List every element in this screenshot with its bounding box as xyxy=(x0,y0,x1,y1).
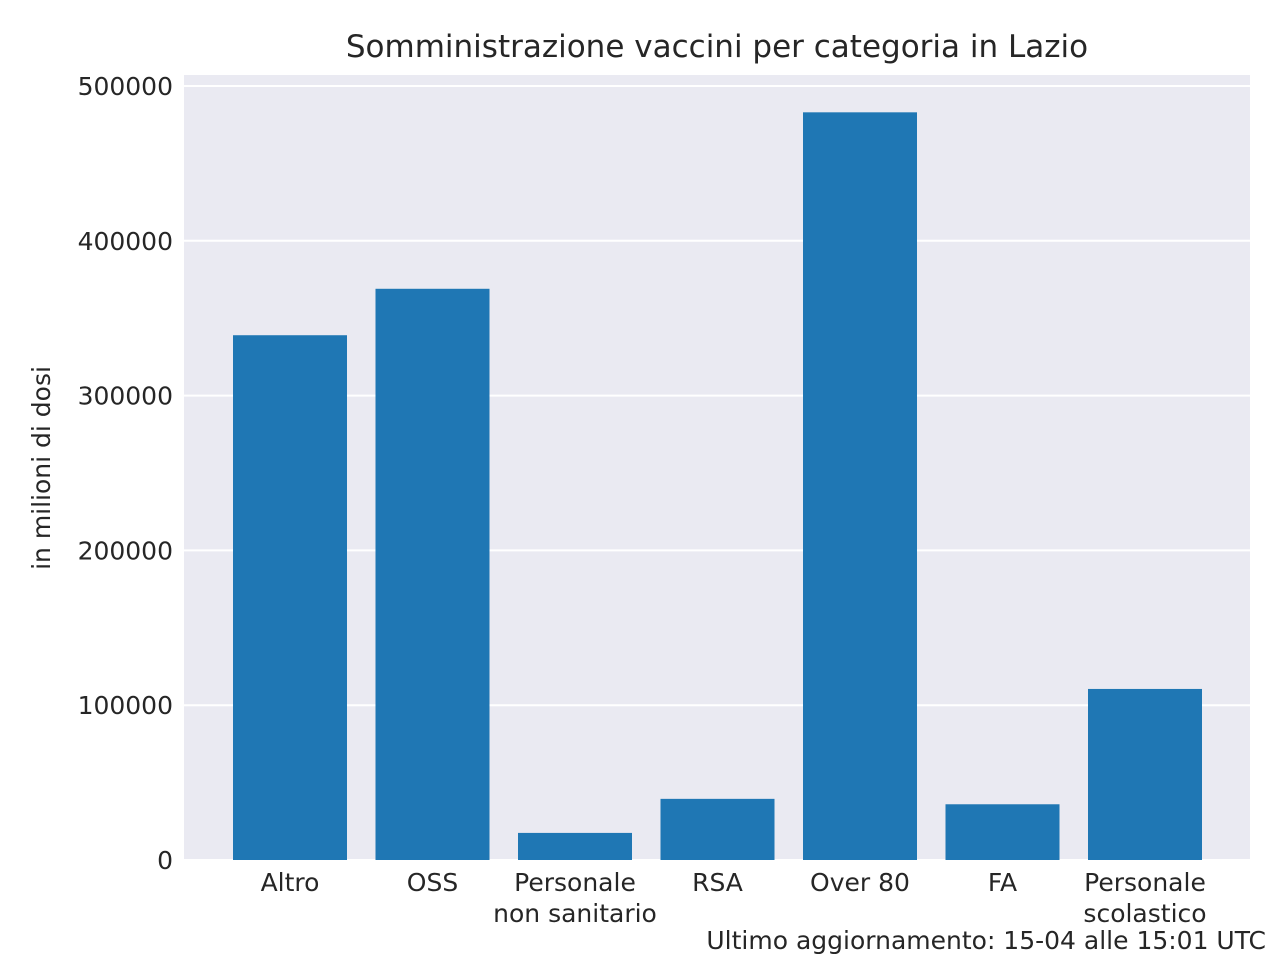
bar xyxy=(518,832,632,860)
plot-area xyxy=(184,75,1250,860)
bar-series xyxy=(233,112,1202,861)
y-tick-label: 500000 xyxy=(78,72,173,101)
bar xyxy=(660,798,775,860)
chart-title: Somministrazione vaccini per categoria i… xyxy=(346,29,1088,65)
x-tick-label: Personale scolastico xyxy=(1083,868,1206,928)
y-tick-label: 0 xyxy=(157,846,173,875)
bar xyxy=(945,804,1060,860)
y-tick-label: 300000 xyxy=(78,382,173,411)
y-tick-label: 400000 xyxy=(78,227,173,256)
x-tick-label: Over 80 xyxy=(810,868,910,897)
bar xyxy=(375,288,490,861)
bar xyxy=(233,335,347,860)
update-timestamp: Ultimo aggiornamento: 15-04 alle 15:01 U… xyxy=(706,926,1266,955)
y-axis-label: in milioni di dosi xyxy=(27,366,56,570)
x-tick-label: FA xyxy=(988,868,1017,897)
y-axis-ticks: 0 100000 200000 300000 400000 500000 xyxy=(78,72,173,875)
x-axis-ticks: Altro OSS Personale non sanitario RSA Over 80… xyxy=(261,868,1207,928)
y-tick-label: 200000 xyxy=(78,536,173,565)
bar xyxy=(803,112,917,861)
y-tick-label: 100000 xyxy=(78,691,173,720)
x-tick-label: Personale non sanitario xyxy=(493,868,657,928)
grid-lines xyxy=(184,85,1250,861)
bar xyxy=(1088,688,1202,860)
x-tick-label: OSS xyxy=(407,868,458,897)
x-tick-label: Altro xyxy=(261,868,320,897)
x-tick-label: RSA xyxy=(692,868,743,897)
